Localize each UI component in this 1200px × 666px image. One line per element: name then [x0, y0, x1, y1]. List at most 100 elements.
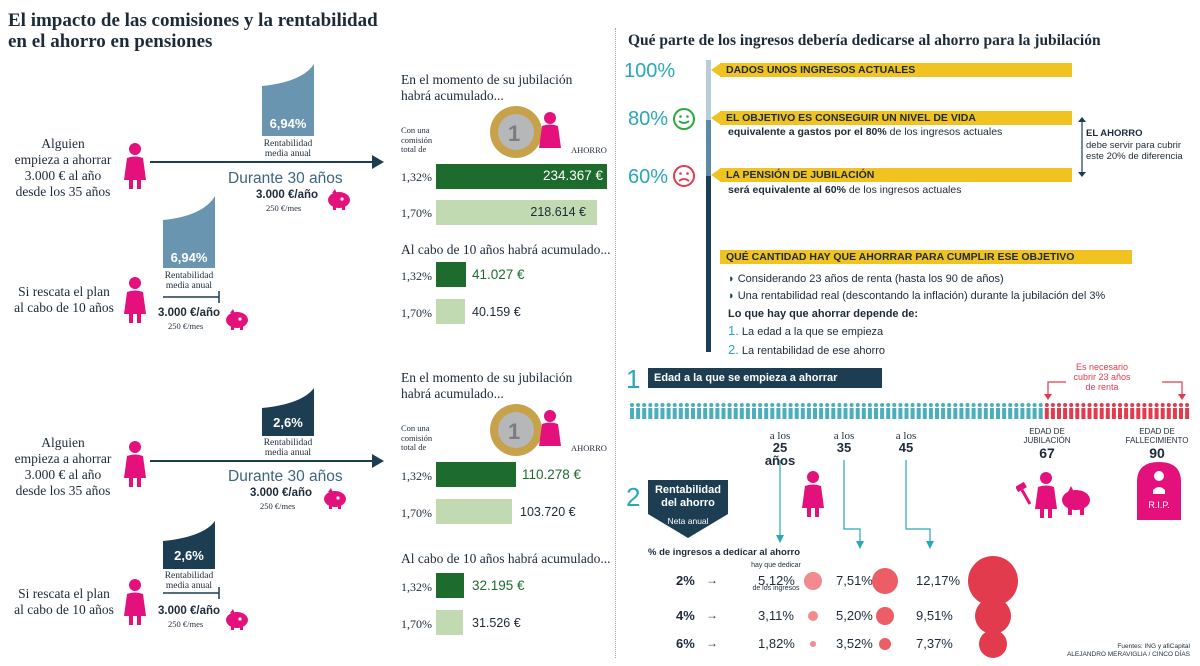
section-2-pointer: [648, 514, 728, 538]
person-mark: [886, 403, 891, 419]
person-mark: [941, 403, 946, 419]
depends-list: 1. La edad a la que se empieza 2. La ren…: [728, 322, 885, 360]
euro-coin-icon: 1: [490, 106, 561, 158]
annual-b: 3.000 €/año: [250, 487, 313, 499]
arrow-30-years-a: [150, 155, 384, 169]
section-2-label: Rentabilidad del ahorro: [648, 480, 728, 514]
person-mark: [855, 403, 860, 419]
list-item: 1. La edad a la que se empieza: [728, 323, 884, 338]
level-80: 80%: [628, 108, 669, 130]
monthly-b2: 250 €/mes: [168, 619, 204, 629]
person-mark: [904, 403, 909, 419]
person-mark: [1063, 403, 1068, 419]
person-mark: [1172, 403, 1177, 419]
person-mark: [1130, 403, 1135, 419]
savings-circle: [872, 568, 898, 594]
person-mark: [666, 403, 671, 419]
person-mark: [1124, 403, 1129, 419]
commission-pct: 1,70%: [401, 617, 432, 631]
ahorro-label-a: AHORRO: [571, 145, 607, 155]
person-mark: [947, 403, 952, 419]
savings-percent: 9,51%: [916, 608, 953, 623]
person-mark: [880, 403, 885, 419]
woman-icon: [802, 471, 824, 517]
person-mark: [684, 403, 689, 419]
row-arrow: →: [706, 636, 718, 650]
person-mark: [1050, 403, 1055, 419]
person-mark: [892, 403, 897, 419]
person-mark: [727, 403, 732, 419]
ten-years-head-b: Al cabo de 10 años habrá acumulado...: [401, 551, 611, 566]
rentabilidad-value-b2: 2,6%: [174, 548, 204, 563]
accumulated-bar: [436, 299, 465, 324]
cover-bracket: [1044, 381, 1186, 400]
person-mark: [910, 403, 915, 419]
duration-a: Durante 30 años: [228, 170, 343, 187]
accumulated-bar: [436, 573, 464, 598]
rentabilidad-label-b2: Rentabilidad media anual: [164, 571, 214, 591]
commission-pct: 1,70%: [401, 206, 432, 220]
commission-label-a: Con una comisión total de: [401, 125, 433, 154]
accumulated-value: 31.526 €: [472, 616, 521, 630]
rescue-description-b: Si rescata el plan al cabo de 10 años: [14, 586, 114, 617]
person-mark: [1069, 403, 1074, 419]
short-bracket-a: [163, 291, 220, 303]
savings-circle: [979, 630, 1007, 658]
short-bracket-b: [163, 587, 220, 599]
commission-label-b: Con una comisión total de: [401, 423, 433, 452]
retire-head-a: En el momento de su jubilación habrá acum…: [401, 72, 573, 103]
person-mark: [1057, 403, 1061, 419]
age-start-35: a los 35: [833, 430, 855, 455]
person-mark: [758, 403, 763, 419]
savings-percent: 5,20%: [836, 608, 873, 623]
person-mark: [1118, 403, 1122, 419]
commission-pct: 1,32%: [401, 580, 432, 594]
savings-circle: [975, 598, 1011, 634]
person-mark: [800, 403, 805, 419]
commission-pct: 1,70%: [401, 506, 432, 520]
piggy-bank-icon: [328, 189, 350, 210]
person-mark: [1099, 403, 1104, 419]
person-mark: [1002, 403, 1007, 419]
person-mark: [788, 403, 793, 419]
income-bar-bottom: [706, 176, 711, 352]
duration-b: Durante 30 años: [228, 468, 343, 485]
bar-pension-label: LA PENSIÓN DE JUBILACIÓN: [720, 168, 1072, 182]
person-mark: [837, 403, 842, 419]
person-mark: [1154, 403, 1159, 419]
person-mark: [1020, 403, 1025, 419]
person-mark: [709, 403, 714, 419]
person-mark: [1142, 403, 1147, 419]
commission-pct: 1,70%: [401, 306, 432, 320]
ahorro-label-b: AHORRO: [571, 443, 607, 453]
bar-pointer: [711, 168, 721, 182]
person-mark: [691, 403, 695, 419]
person-description-b: Alguien empieza a ahorrar 3.000 € al año…: [14, 435, 112, 498]
retire-head-b: En el momento de su jubilación habrá acum…: [401, 370, 573, 401]
section-number-2: 2: [626, 482, 641, 512]
accumulated-value: 41.027 €: [472, 267, 525, 282]
person-mark: [1148, 403, 1153, 419]
savings-circle: [808, 611, 818, 621]
accumulated-value: 110.278 €: [522, 467, 582, 482]
person-mark: [825, 403, 830, 419]
rentabilidad-shape-a: [262, 64, 314, 136]
person-mark: [959, 403, 964, 419]
person-mark: [989, 403, 994, 419]
person-mark: [648, 403, 653, 419]
commission-pct: 1,32%: [401, 469, 432, 483]
rate-label: 2%: [676, 573, 695, 588]
person-mark: [1179, 403, 1183, 419]
person-mark: [715, 403, 720, 419]
person-mark: [1111, 403, 1116, 419]
person-mark: [1008, 403, 1013, 419]
bar-objective-label: EL OBJETIVO ES CONSEGUIR UN NIVEL DE VID…: [720, 111, 1072, 125]
person-mark: [672, 403, 677, 419]
rate-label: 6%: [676, 636, 695, 651]
person-mark: [745, 403, 750, 419]
person-mark: [965, 403, 970, 419]
accumulated-value: 234.367 €: [542, 168, 603, 183]
person-mark: [935, 403, 939, 419]
accumulated-bar: [436, 164, 607, 189]
person-mark: [1081, 403, 1086, 419]
